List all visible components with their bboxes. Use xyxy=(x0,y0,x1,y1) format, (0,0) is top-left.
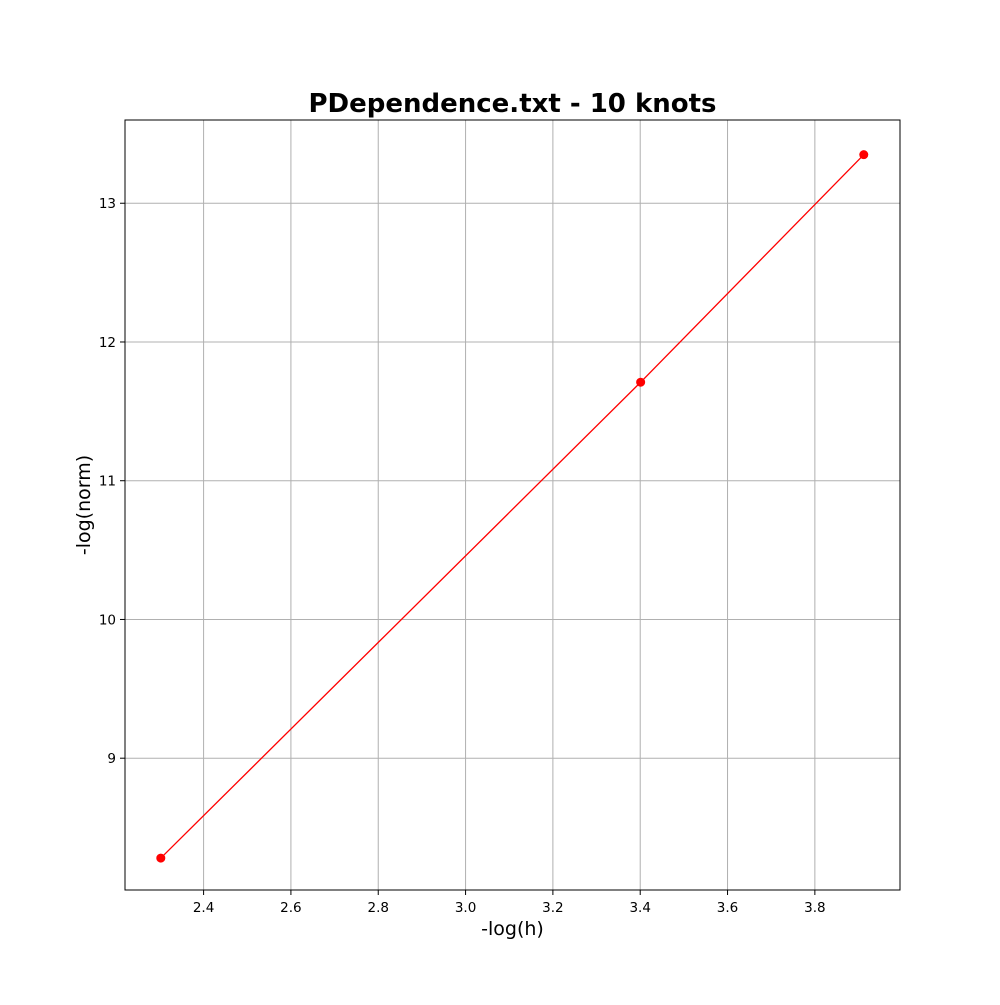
y-tick-label: 11 xyxy=(99,474,116,490)
data-point xyxy=(156,853,166,863)
axis-ticks: 2.4 2.6 2.8 3.0 3.2 3.4 3.6 3.8 9 10 11 12 13 xyxy=(99,196,826,916)
grid-lines xyxy=(125,120,900,890)
y-tick-label: 13 xyxy=(99,196,116,212)
x-tick-label: 2.6 xyxy=(280,900,301,916)
plot-area-frame xyxy=(124,119,901,891)
x-tick-label: 3.0 xyxy=(455,900,476,916)
series-line xyxy=(160,154,865,859)
data-point xyxy=(859,150,869,160)
x-tick-label: 3.8 xyxy=(804,900,825,916)
y-tick-label: 10 xyxy=(99,612,116,628)
chart-title: PDependence.txt - 10 knots xyxy=(308,89,716,119)
y-axis-label: -log(norm) xyxy=(73,455,95,555)
y-tick-label: 9 xyxy=(107,751,116,767)
x-tick-label: 3.6 xyxy=(717,900,738,916)
data-series xyxy=(156,150,869,863)
y-tick-label: 12 xyxy=(99,335,116,351)
x-tick-label: 3.4 xyxy=(629,900,650,916)
x-tick-label: 3.2 xyxy=(542,900,563,916)
data-point xyxy=(636,377,646,387)
x-tick-label: 2.4 xyxy=(193,900,214,916)
x-axis-label: -log(h) xyxy=(481,918,544,940)
x-tick-label: 2.8 xyxy=(367,900,388,916)
